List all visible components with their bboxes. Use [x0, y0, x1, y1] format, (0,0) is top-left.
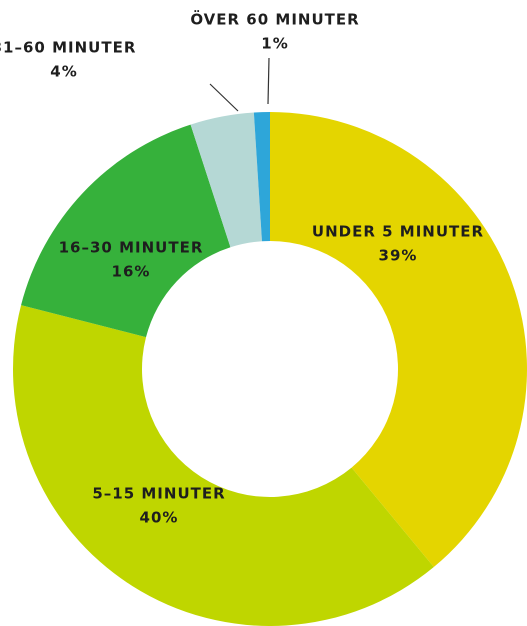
slice-label: UNDER 5 MINUTER — [312, 223, 484, 241]
donut-slice — [253, 112, 270, 242]
donut-slice — [21, 124, 231, 338]
slice-label: 31–60 MINUTER — [0, 39, 136, 57]
slice-value-label: 1% — [261, 35, 288, 53]
slice-value-label: 40% — [140, 509, 179, 527]
slice-value-label: 16% — [112, 263, 151, 281]
donut-slice — [190, 112, 262, 248]
slice-label: ÖVER 60 MINUTER — [190, 10, 359, 29]
slice-value-label: 4% — [50, 63, 77, 81]
slice-label: 16–30 MINUTER — [59, 239, 204, 257]
leader-line — [267, 57, 270, 105]
slice-label: 5–15 MINUTER — [92, 485, 225, 503]
donut-slice — [12, 305, 434, 626]
slice-value-label: 39% — [379, 247, 418, 265]
donut-slice — [270, 112, 527, 568]
leader-line — [209, 83, 239, 112]
